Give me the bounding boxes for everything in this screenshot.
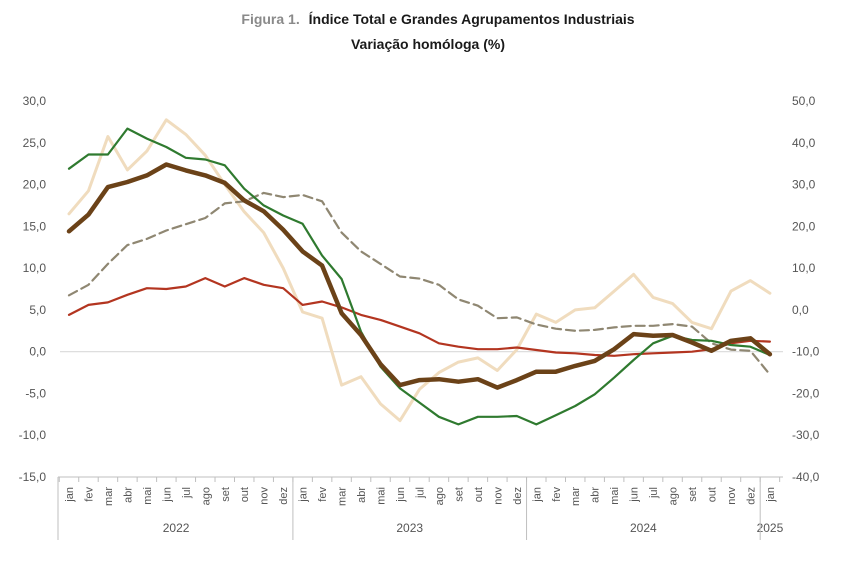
right-axis-tick-label: 10,0 xyxy=(792,261,816,275)
month-label: fev xyxy=(551,487,563,502)
month-label: jan xyxy=(64,487,76,503)
month-label: jun xyxy=(161,487,173,503)
axes-layer: 30,0 25,0 20,0 15,0 10,0 5,0 0,0 -5,0 -10,0 -15,0… xyxy=(19,94,820,540)
month-label: mar xyxy=(570,487,582,506)
month-label: out xyxy=(707,487,719,502)
left-axis-tick-label: -10,0 xyxy=(19,428,47,442)
left-axis-tick-label: 30,0 xyxy=(23,94,47,108)
month-label: mai xyxy=(142,487,154,505)
month-label: dez xyxy=(512,487,524,505)
series-line xyxy=(66,162,773,390)
series-layer xyxy=(66,118,773,426)
month-label: nov xyxy=(726,487,738,505)
month-label: set xyxy=(220,487,232,502)
month-label: mar xyxy=(103,487,115,506)
right-axis-tick-label: 0,0 xyxy=(792,303,809,317)
right-axis-tick-label: 50,0 xyxy=(792,94,816,108)
month-label: abr xyxy=(590,487,602,503)
left-axis-tick-label: 15,0 xyxy=(23,219,47,233)
right-axis-tick-label: -40,0 xyxy=(792,470,820,484)
month-label: fev xyxy=(317,487,329,502)
month-label: jan xyxy=(298,487,310,503)
year-label: 2024 xyxy=(630,521,657,535)
right-axis-tick-label: -10,0 xyxy=(792,345,820,359)
right-axis-tick-label: 40,0 xyxy=(792,136,816,150)
month-label: jan xyxy=(765,487,777,503)
month-label: abr xyxy=(356,487,368,503)
month-label: set xyxy=(453,487,465,502)
year-label: 2023 xyxy=(396,521,423,535)
month-label: fev xyxy=(83,487,95,502)
month-label: jul xyxy=(414,487,426,499)
chart-subtitle: Variação homóloga (%) xyxy=(351,36,505,52)
month-label: out xyxy=(239,487,251,502)
left-axis-tick-label: 5,0 xyxy=(29,303,46,317)
right-axis-tick-label: -30,0 xyxy=(792,428,820,442)
month-label: dez xyxy=(278,487,290,505)
month-label: jun xyxy=(629,487,641,503)
series-line xyxy=(67,277,772,357)
month-label: jul xyxy=(648,487,660,499)
left-axis-tick-label: -15,0 xyxy=(19,470,47,484)
right-axis-tick-label: -20,0 xyxy=(792,386,820,400)
month-label: jul xyxy=(181,487,193,499)
month-label: abr xyxy=(122,487,134,503)
month-label: mar xyxy=(337,487,349,506)
left-axis-tick-label: 10,0 xyxy=(23,261,47,275)
month-label: ago xyxy=(200,487,212,505)
month-label: out xyxy=(473,487,485,502)
month-label: dez xyxy=(745,487,757,505)
month-label: mai xyxy=(609,487,621,505)
month-label: nov xyxy=(259,487,271,505)
series-line xyxy=(67,127,772,426)
left-axis-tick-label: -5,0 xyxy=(25,386,46,400)
series-line xyxy=(67,118,772,423)
right-axis-tick-label: 30,0 xyxy=(792,178,816,192)
chart-title: Figura 1. Índice Total e Grandes Agrupam… xyxy=(241,11,634,27)
month-label: jun xyxy=(395,487,407,503)
title-prefix: Figura 1. xyxy=(241,11,299,27)
month-label: mai xyxy=(376,487,388,505)
left-axis-tick-label: 20,0 xyxy=(23,178,47,192)
left-axis-tick-label: 0,0 xyxy=(29,345,46,359)
month-label: set xyxy=(687,487,699,502)
month-label: ago xyxy=(434,487,446,505)
title-main: Índice Total e Grandes Agrupamentos Indu… xyxy=(309,11,635,27)
left-axis-tick-label: 25,0 xyxy=(23,136,47,150)
month-label: ago xyxy=(668,487,680,505)
series-line xyxy=(67,191,772,376)
year-label: 2025 xyxy=(757,521,784,535)
month-label: jan xyxy=(531,487,543,503)
right-axis-tick-label: 20,0 xyxy=(792,219,816,233)
year-label: 2022 xyxy=(163,521,190,535)
month-label: nov xyxy=(492,487,504,505)
